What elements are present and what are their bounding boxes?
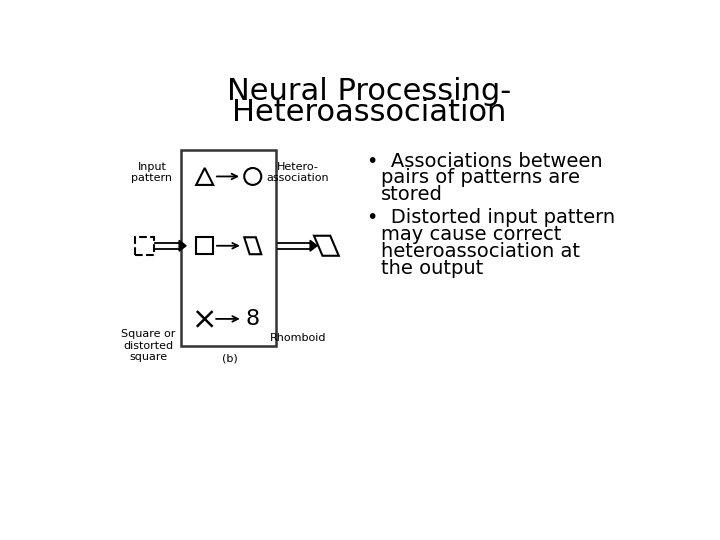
Polygon shape xyxy=(310,240,317,251)
Text: the output: the output xyxy=(382,259,484,278)
Polygon shape xyxy=(244,237,261,254)
Text: Input
pattern: Input pattern xyxy=(132,162,173,184)
Text: (b): (b) xyxy=(222,354,238,364)
Text: pairs of patterns are: pairs of patterns are xyxy=(382,168,580,187)
Text: may cause correct: may cause correct xyxy=(382,225,562,244)
Polygon shape xyxy=(196,168,213,185)
Text: 8: 8 xyxy=(246,309,260,329)
Text: heteroassociation at: heteroassociation at xyxy=(382,241,580,261)
Text: Square or
distorted
square: Square or distorted square xyxy=(121,329,175,362)
Text: Neural Processing-: Neural Processing- xyxy=(227,77,511,106)
Text: stored: stored xyxy=(382,185,444,205)
Bar xyxy=(181,150,276,346)
Text: Hetero-
association: Hetero- association xyxy=(266,162,329,184)
Text: Heteroassociation: Heteroassociation xyxy=(232,98,506,127)
Circle shape xyxy=(244,168,261,185)
Bar xyxy=(135,237,153,255)
Text: •  Associations between: • Associations between xyxy=(367,152,603,171)
Text: •  Distorted input pattern: • Distorted input pattern xyxy=(367,208,616,227)
Polygon shape xyxy=(179,240,186,251)
Polygon shape xyxy=(314,236,339,256)
Text: Rhomboid: Rhomboid xyxy=(269,333,326,343)
Bar xyxy=(196,237,213,254)
